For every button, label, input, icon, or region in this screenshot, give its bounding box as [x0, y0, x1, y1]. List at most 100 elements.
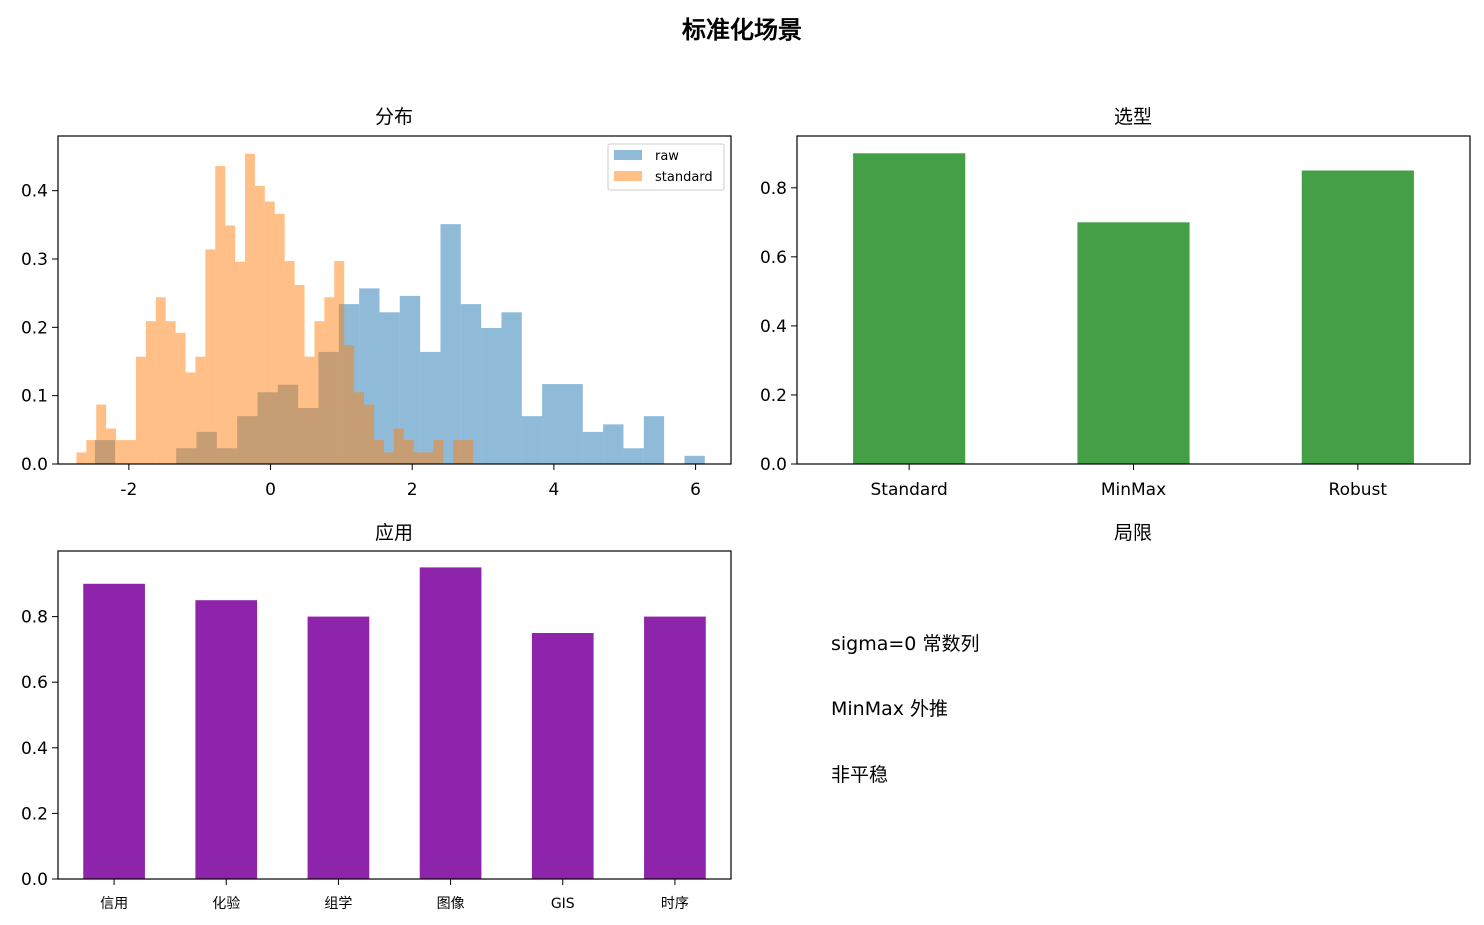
application-x-tick-label: 信用: [100, 896, 128, 912]
application-bar: [644, 616, 706, 879]
histogram-bar-standard: [364, 404, 374, 464]
application-x-tick-label: 时序: [661, 896, 689, 912]
histogram-bar-raw: [521, 416, 543, 464]
histogram-bar-standard: [453, 440, 464, 464]
selection-x-tick-label: MinMax: [1101, 480, 1166, 500]
histogram-bar-standard: [324, 297, 335, 464]
selection-y-tick-label: 0.4: [760, 317, 787, 337]
application-bar-chart-title: 应用: [375, 522, 413, 544]
limitation-item: 非平稳: [831, 764, 888, 786]
legend-swatch-raw: [614, 150, 642, 160]
selection-bar: [1077, 222, 1190, 464]
histogram-bar-raw: [481, 328, 502, 464]
application-y-tick-label: 0.8: [21, 608, 48, 628]
histogram-bar-standard: [423, 452, 434, 464]
histogram-bar-standard: [175, 332, 186, 464]
histogram-bar-standard: [294, 284, 305, 464]
selection-x-tick-label: Standard: [870, 480, 947, 500]
histogram-axes: -2 0 2 4 6 0.0 0.1 0.2 0.3 0.4: [21, 135, 732, 500]
application-x-tick-label: 组学: [324, 896, 352, 912]
application-y-tick-label: 0.0: [21, 870, 48, 890]
application-x-tick-label: 图像: [437, 896, 465, 912]
histogram-bar-standard: [403, 440, 414, 464]
histogram-bar-standard: [126, 440, 136, 464]
application-y-tick-label: 0.2: [21, 804, 48, 824]
histogram-bar-standard: [116, 440, 127, 464]
histogram-y-tick-label: 0.0: [21, 455, 48, 475]
histogram-bar-standard: [274, 213, 285, 464]
selection-y-tick-label: 0.8: [760, 179, 787, 199]
histogram-bar-standard: [245, 153, 255, 464]
histogram-bar-standard: [334, 261, 345, 464]
histogram-bar-standard: [383, 452, 394, 464]
selection-bar: [853, 153, 966, 464]
distribution-histogram-panel: 分布 -2 0 2 4 6 0.0 0.1 0.2 0.3 0.4 raw standard: [21, 106, 732, 500]
histogram-bar-standard: [76, 452, 87, 464]
histogram-bar-standard: [463, 440, 474, 464]
histogram-y-tick-label: 0.4: [21, 182, 48, 202]
histogram-bar-raw: [399, 295, 421, 464]
histogram-x-tick-label: 4: [548, 480, 559, 500]
histogram-bar-standard: [413, 452, 424, 464]
application-bars: [83, 567, 706, 879]
histogram-bar-raw: [582, 431, 604, 464]
histogram-bar-standard: [354, 392, 365, 464]
histogram-bar-standard: [195, 356, 206, 464]
histogram-y-tick-label: 0.3: [21, 250, 48, 270]
application-axes-frame: [57, 550, 732, 880]
distribution-histogram-title: 分布: [375, 106, 413, 128]
selection-bars: [853, 153, 1414, 465]
limitations-panel: 局限 sigma=0 常数列 MinMax 外推 非平稳: [831, 522, 1152, 786]
limitations-title: 局限: [1114, 522, 1152, 544]
histogram-y-tick-label: 0.1: [21, 387, 48, 407]
histogram-bars: [76, 153, 705, 465]
histogram-bar-standard: [264, 201, 275, 464]
application-bar: [195, 600, 258, 879]
selection-bar-chart-title: 选型: [1114, 106, 1152, 128]
histogram-bar-standard: [215, 166, 226, 465]
histogram-bar-raw: [460, 304, 482, 464]
histogram-bar-standard: [284, 261, 295, 464]
histogram-y-tick-label: 0.2: [21, 318, 48, 338]
histogram-bar-standard: [106, 428, 117, 464]
histogram-bar-standard: [86, 440, 97, 464]
histogram-axes-frame: [57, 135, 732, 465]
histogram-x-tick-label: 0: [265, 480, 276, 500]
application-y-tick-label: 0.4: [21, 739, 48, 759]
selection-y-tick-label: 0.0: [760, 455, 787, 475]
histogram-bar-standard: [314, 321, 325, 464]
selection-axes: Standard MinMax Robust 0.0 0.2 0.4 0.6 0.8: [760, 135, 1471, 500]
histogram-bar-standard: [344, 345, 355, 464]
application-x-tick-label: 化验: [212, 896, 240, 912]
legend-label-standard: standard: [655, 170, 713, 185]
histogram-bar-raw: [501, 312, 522, 464]
histogram-bar-raw: [684, 455, 705, 464]
limitation-item: MinMax 外推: [831, 698, 948, 720]
histogram-bar-standard: [393, 428, 404, 464]
legend-label-raw: raw: [655, 149, 679, 164]
histogram-bar-standard: [155, 297, 166, 464]
limitation-item: sigma=0 常数列: [831, 633, 979, 655]
histogram-bar-raw: [440, 224, 461, 464]
histogram-bar-standard: [373, 440, 384, 464]
histogram-bar-raw: [623, 448, 644, 464]
histogram-bar-raw: [643, 416, 665, 464]
application-axes: 信用 化验 组学 图像 GIS 时序 0.0 0.2 0.4 0.6 0.8: [21, 550, 732, 912]
histogram-bar-raw: [562, 384, 583, 464]
application-x-tick-label: GIS: [551, 896, 575, 912]
histogram-bar-standard: [254, 185, 265, 464]
figure-title: 标准化场景: [682, 16, 802, 44]
selection-bar: [1301, 170, 1414, 465]
histogram-bar-standard: [96, 404, 107, 464]
legend-swatch-standard: [614, 171, 642, 181]
selection-y-tick-label: 0.2: [760, 386, 787, 406]
selection-x-tick-label: Robust: [1329, 480, 1388, 500]
application-bar-chart-panel: 应用 信用 化验 组学 图像 GIS 时序 0.0 0.2 0.4 0.6 0.8: [21, 522, 732, 912]
selection-y-tick-label: 0.6: [760, 248, 787, 268]
histogram-bar-standard: [185, 372, 196, 464]
application-bar: [307, 616, 370, 879]
histogram-bar-standard: [165, 321, 176, 464]
histogram-x-tick-label: 6: [690, 480, 701, 500]
application-bar: [83, 583, 145, 879]
